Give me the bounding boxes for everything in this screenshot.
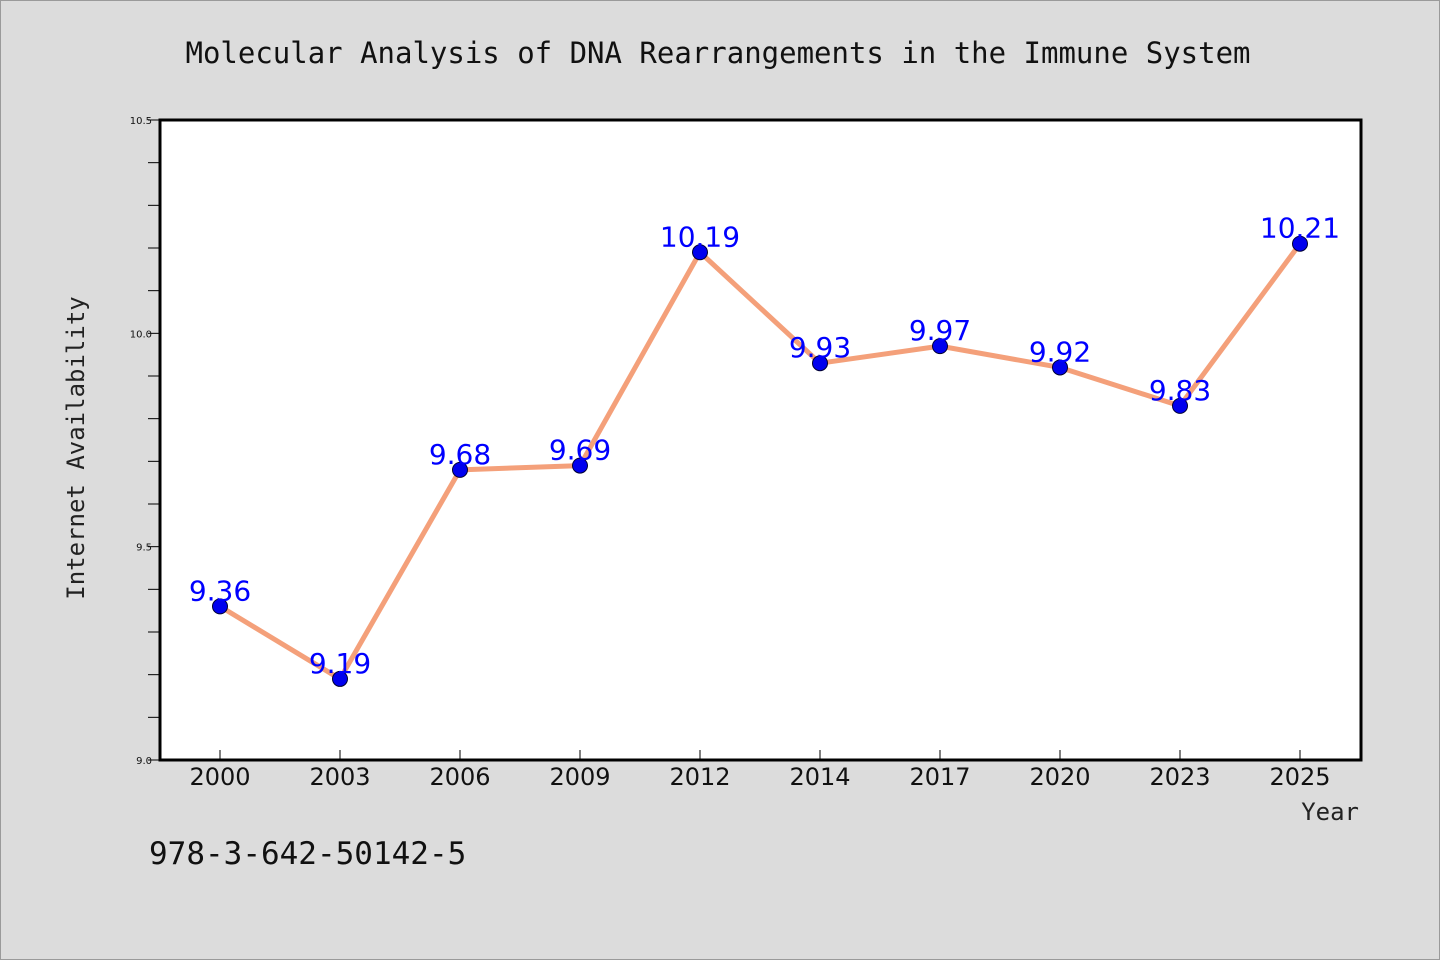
- data-point: [1052, 359, 1068, 376]
- data-point: [812, 355, 828, 372]
- data-label: 9.93: [789, 331, 851, 364]
- x-axis-ticks: 2000 2003 2006 2009 2012 2014 2017 2020 2023 2025: [189, 750, 1331, 791]
- y-axis-title: Internet Availability: [62, 296, 90, 599]
- x-tick-label: 2020: [1029, 763, 1090, 791]
- y-tick-label: 9.5: [136, 543, 152, 554]
- x-tick-label: 2009: [549, 763, 610, 791]
- data-point: [1172, 397, 1188, 414]
- isbn-footer: 978-3-642-50142-5: [149, 836, 466, 872]
- data-point: [1292, 235, 1308, 252]
- chart-title: Molecular Analysis of DNA Rearrangements…: [185, 36, 1250, 70]
- data-point: [332, 670, 348, 687]
- x-tick-label: 2023: [1149, 763, 1210, 791]
- data-label: 9.92: [1029, 335, 1091, 368]
- data-label: 9.69: [549, 434, 611, 467]
- x-tick-label: 2000: [189, 763, 250, 791]
- data-point: [452, 461, 468, 478]
- x-tick-label: 2025: [1269, 763, 1330, 791]
- series-layer: [212, 235, 1308, 687]
- data-label: 9.36: [189, 574, 251, 607]
- data-label: 9.19: [309, 647, 371, 680]
- x-tick-label: 2014: [789, 763, 850, 791]
- data-label: 9.97: [909, 314, 971, 347]
- y-tick-label: 10.0: [130, 329, 152, 340]
- x-axis-title: Year: [1301, 798, 1359, 826]
- data-point: [932, 338, 948, 355]
- series-line: [217, 241, 1303, 682]
- x-tick-label: 2012: [669, 763, 730, 791]
- x-tick-label: 2003: [309, 763, 370, 791]
- y-tick-label: 9.0: [136, 756, 152, 767]
- data-labels-layer: 9.36 9.19 9.68 9.69 10.19 9.93 9.97 9.92 9.83 10.…: [189, 212, 1340, 680]
- plot-area: [158, 118, 1363, 762]
- y-tick-label: 10.5: [130, 116, 152, 127]
- data-point: [212, 598, 228, 615]
- x-tick-label: 2017: [909, 763, 970, 791]
- data-label: 9.83: [1149, 374, 1211, 407]
- data-label: 10.21: [1260, 212, 1340, 245]
- y-axis-ticks: 9.0 9.5 10.0 10.5: [130, 116, 160, 767]
- data-point: [692, 244, 708, 261]
- x-tick-label: 2006: [429, 763, 490, 791]
- data-label: 9.68: [429, 438, 491, 471]
- data-label: 10.19: [660, 220, 740, 253]
- data-point: [572, 457, 588, 474]
